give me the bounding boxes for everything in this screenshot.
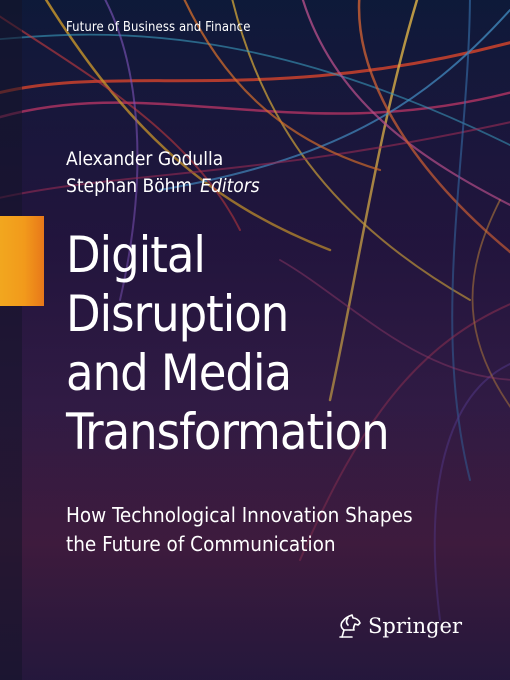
book-subtitle: How Technological Innovation Shapes the … [66,501,413,559]
orange-accent-bar [0,216,44,306]
book-title: Digital Disruption and Media Transformat… [66,226,390,462]
editor-name: Alexander Godulla [66,148,224,170]
subtitle-line: the Future of Communication [66,532,336,556]
springer-horse-icon [339,614,361,638]
left-edge-band [0,0,22,680]
editors-block: Alexander Godulla Stephan Böhm Editors [66,146,260,200]
title-line: Transformation [66,403,390,461]
title-line: and Media [66,344,292,402]
publisher-logo: Springer [336,613,462,639]
title-line: Digital [66,226,206,284]
editor-name: Stephan Böhm [66,175,193,197]
editors-role: Editors [200,175,260,197]
title-line: Disruption [66,285,289,343]
editor-name-with-role: Stephan Böhm Editors [66,173,260,200]
publisher-name: Springer [368,614,463,638]
series-title: Future of Business and Finance [66,20,251,35]
subtitle-line: How Technological Innovation Shapes [66,503,413,527]
